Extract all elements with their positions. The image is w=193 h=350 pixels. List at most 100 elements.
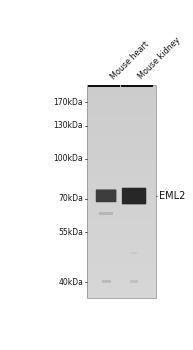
Bar [87,85,156,298]
Bar [87,255,156,257]
Bar [87,174,156,176]
Bar [87,207,156,209]
Bar [87,257,156,259]
FancyBboxPatch shape [122,188,146,204]
Text: Mouse kidney: Mouse kidney [137,36,183,81]
Bar [87,220,156,222]
Bar [130,280,138,283]
Text: 170kDa: 170kDa [54,98,83,107]
Bar [87,167,156,168]
Bar [87,90,156,92]
Bar [87,294,156,296]
Bar [87,209,156,211]
Bar [87,184,156,186]
Bar [87,271,156,273]
Bar [87,89,156,90]
FancyBboxPatch shape [96,189,116,202]
Bar [87,186,156,188]
Bar [102,280,111,283]
Bar [87,159,156,161]
Bar [87,113,156,115]
Bar [88,85,120,87]
Bar [87,168,156,170]
Bar [87,250,156,252]
Bar [87,110,156,112]
Bar [87,111,156,113]
Bar [87,243,156,245]
Bar [87,225,156,227]
Bar [87,285,156,287]
Bar [87,270,156,271]
Bar [87,222,156,224]
Bar [87,202,156,204]
Bar [87,179,156,181]
Bar [87,117,156,119]
Bar [87,94,156,96]
Bar [87,205,156,208]
Bar [87,282,156,284]
Bar [87,170,156,172]
Bar [87,223,156,225]
Bar [87,152,156,154]
Bar [87,266,156,268]
Bar [87,204,156,206]
Bar [87,182,156,184]
Bar [87,296,156,298]
Text: 70kDa: 70kDa [58,194,83,203]
Bar [87,161,156,163]
Bar [87,236,156,238]
Bar [87,239,156,241]
Bar [87,229,156,231]
Bar [87,136,156,138]
Text: EML2: EML2 [159,191,186,201]
Bar [87,101,156,103]
Bar [87,96,156,98]
Bar [87,147,156,149]
Text: Mouse heart: Mouse heart [109,39,150,81]
Bar [87,211,156,213]
Bar [87,260,156,262]
Bar [87,133,156,135]
Bar [87,120,156,122]
Bar [87,237,156,239]
Bar [87,163,156,165]
Bar [87,193,156,195]
Bar [87,181,156,183]
Bar [87,252,156,254]
Bar [87,106,156,108]
Bar [121,85,153,87]
Bar [87,154,156,156]
Bar [87,280,156,282]
Bar [87,287,156,289]
Bar [131,252,137,254]
Bar [87,138,156,140]
Bar [87,99,156,101]
Bar [87,290,156,293]
Bar [87,234,156,236]
Bar [87,293,156,294]
Bar [87,214,156,216]
Bar [87,85,156,87]
Bar [87,268,156,270]
Bar [87,264,156,266]
Bar [87,149,156,151]
Text: 130kDa: 130kDa [54,121,83,130]
Bar [87,246,156,248]
Bar [87,262,156,264]
Bar [87,124,156,126]
Bar [87,245,156,246]
Bar [87,127,156,130]
Bar [87,129,156,131]
Bar [87,190,156,191]
Bar [87,241,156,243]
Bar [87,142,156,143]
Bar [87,191,156,193]
Text: 100kDa: 100kDa [54,154,83,163]
Bar [87,232,156,234]
Bar [87,212,156,215]
Bar [87,289,156,291]
Bar [87,86,156,89]
Bar [87,150,156,153]
Text: 40kDa: 40kDa [58,278,83,287]
Bar [87,248,156,250]
